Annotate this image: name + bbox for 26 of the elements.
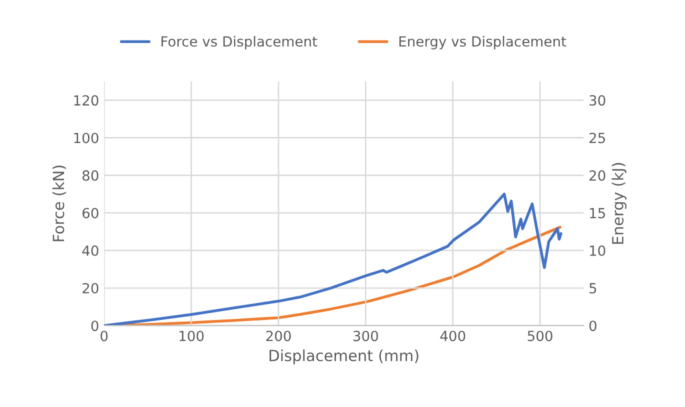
x-tick-label: 500 xyxy=(528,330,552,342)
x-tick-label: 100 xyxy=(180,330,204,342)
x-tick-label: 200 xyxy=(266,330,291,342)
y2-tick-label: 15 xyxy=(590,208,605,218)
x-tick-label: 300 xyxy=(353,330,378,342)
y2-tick-label: 20 xyxy=(590,170,606,181)
legend-label: Energy vs Displacement xyxy=(399,36,566,50)
line-series xyxy=(104,192,562,326)
y2-tick-label: 30 xyxy=(590,95,606,106)
x-tick-label: 400 xyxy=(440,330,466,342)
legend-label: Force vs Displacement xyxy=(162,36,318,50)
x-axis-title: Displacement (mm) xyxy=(270,349,418,364)
y2-tick-label: 25 xyxy=(590,132,605,144)
y-tick-label: 120 xyxy=(74,95,98,106)
y-tick-label: 0 xyxy=(91,320,98,332)
y-tick-label: 40 xyxy=(82,245,98,256)
x-tick-label: 0 xyxy=(100,330,108,342)
y-tick-label: 100 xyxy=(74,132,98,144)
y2-axis-title: Energy (kJ) xyxy=(612,163,626,244)
y-tick-label: 60 xyxy=(82,208,98,218)
y-tick-label: 80 xyxy=(82,170,98,181)
y2-tick-label: 10 xyxy=(590,245,606,256)
y2-tick-label: 5 xyxy=(590,283,596,294)
y-tick-label: 20 xyxy=(82,283,98,294)
y-axis-title: Force (kN) xyxy=(52,166,66,242)
y2-tick-label: 0 xyxy=(589,320,596,332)
